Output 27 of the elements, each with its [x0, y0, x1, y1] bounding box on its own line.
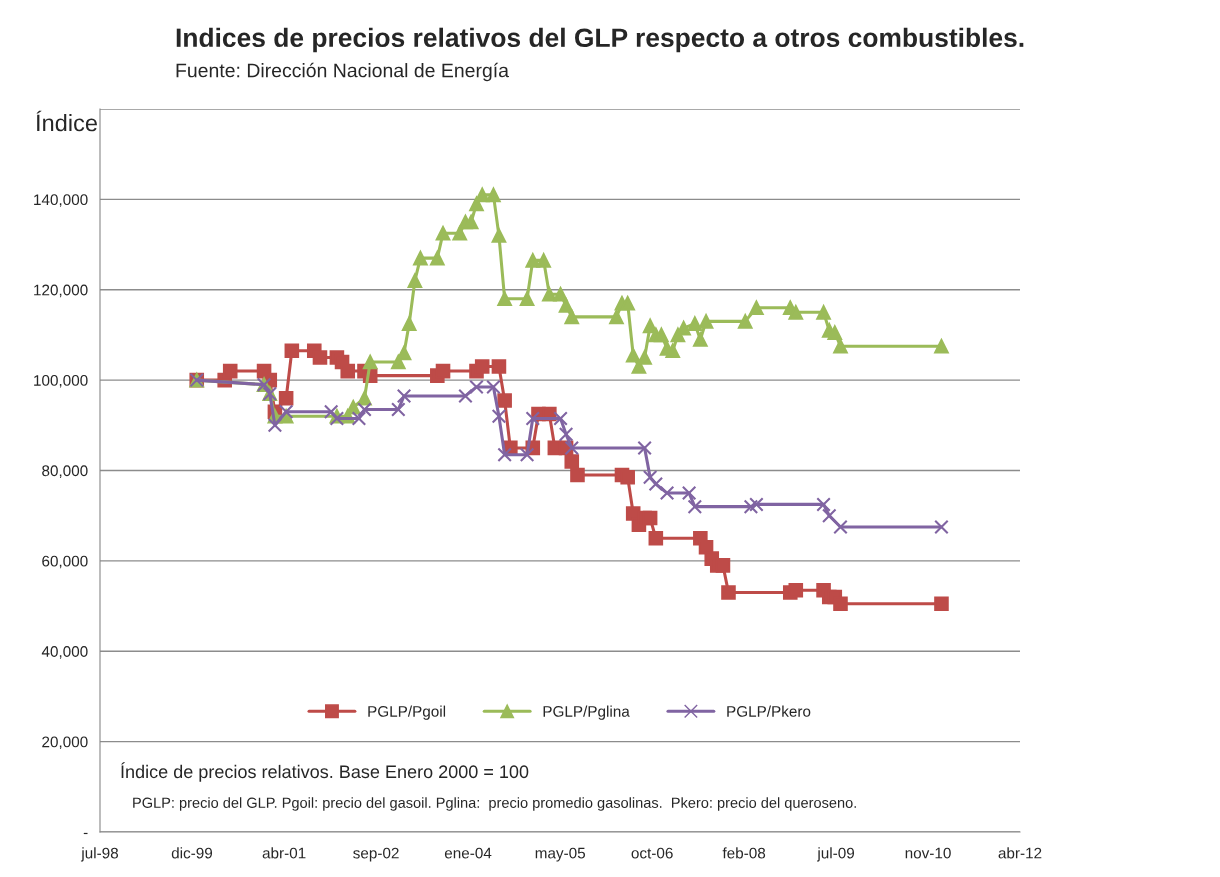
x-tick-label: abr-12 — [998, 847, 1042, 859]
x-tick-label: feb-08 — [722, 847, 766, 859]
legend-label: PGLP/Pglina — [543, 705, 630, 720]
y-tick-label: 120,000 — [34, 284, 88, 298]
y-tick-label: 80,000 — [42, 465, 88, 478]
y-tick-label: 100,000 — [34, 374, 88, 388]
chart-subtitle: Fuente: Dirección Nacional de Energía — [176, 62, 509, 82]
legend-label: PGLP/Pgoil — [368, 705, 446, 720]
y-tick-label: 40,000 — [41, 646, 88, 659]
x-tick-label: dic-99 — [171, 847, 213, 859]
legend-label: PGLP/Pkero — [727, 705, 811, 717]
x-tick-label: abr-01 — [262, 847, 306, 859]
x-tick-label: oct-06 — [631, 847, 673, 859]
y-axis-title: Índice — [36, 110, 97, 132]
x-tick-label: jul-98 — [80, 847, 119, 862]
y-tick-label: - — [83, 832, 88, 835]
y-tick-label: 60,000 — [42, 555, 88, 569]
annotation: Índice de precios relativos. Base Enero 2000 = 100 — [121, 762, 529, 782]
x-tick-label: sep-02 — [353, 847, 399, 862]
x-tick-label: ene-04 — [444, 847, 492, 859]
y-tick-label: 140,000 — [34, 194, 88, 207]
annotation: PGLP: precio del GLP. Pgoil: precio del gasoil. Pglina: precio promedio gasolinas. Pkero: precio del queroseno. — [133, 797, 856, 811]
x-tick-label: may-05 — [535, 847, 586, 862]
y-tick-label: 20,000 — [42, 736, 88, 750]
x-tick-label: jul-09 — [817, 847, 855, 862]
chart-title: Indices de precios relativos del GLP respecto a otros combustibles. — [176, 27, 1024, 53]
x-tick-label: nov-10 — [905, 847, 951, 859]
